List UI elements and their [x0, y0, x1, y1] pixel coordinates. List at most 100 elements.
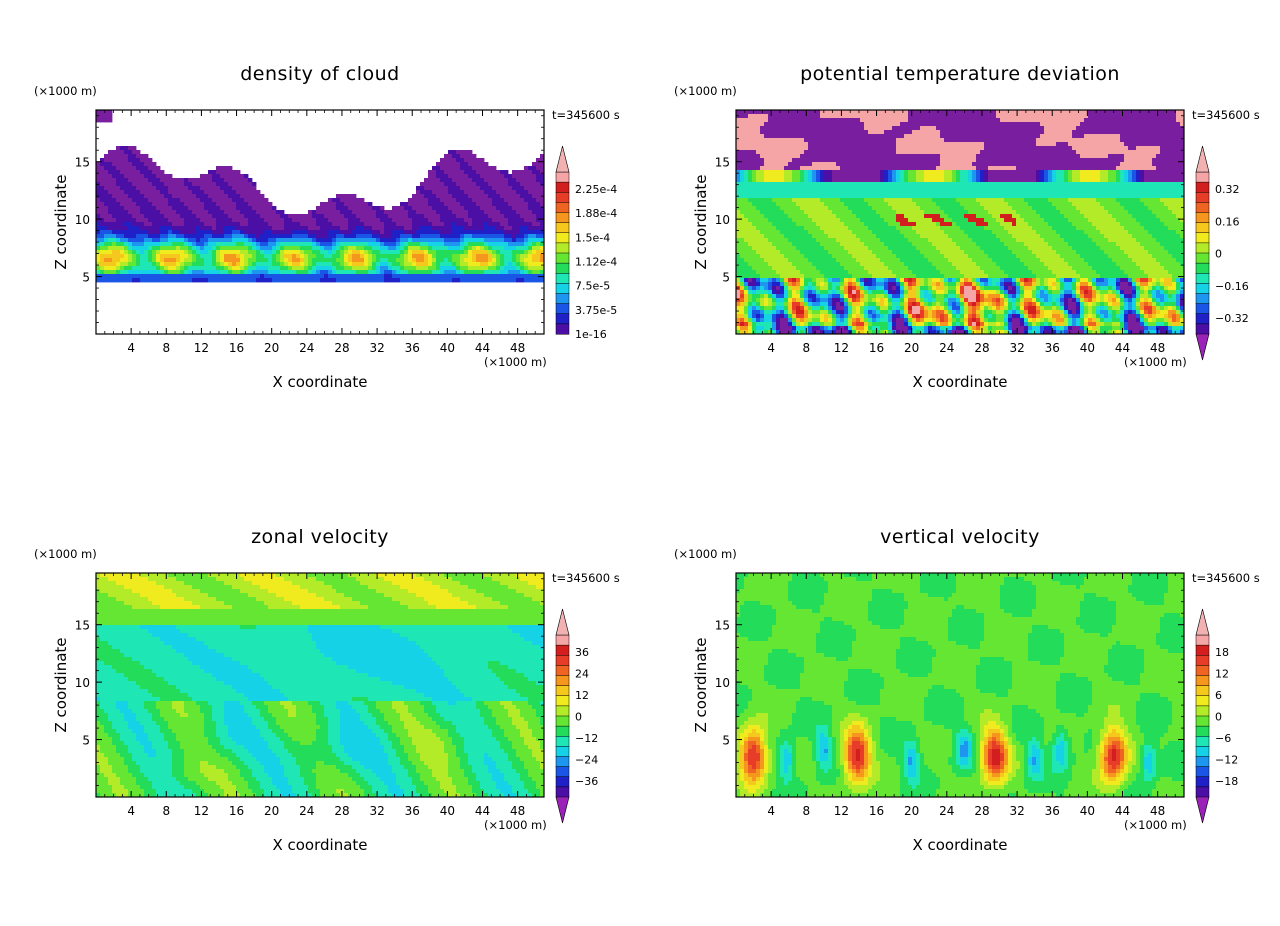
field-cell — [424, 242, 429, 247]
field-cell — [236, 210, 241, 215]
field-cell — [840, 166, 845, 171]
field-cell — [156, 210, 161, 215]
field-cell — [924, 114, 929, 119]
field-cell — [1116, 118, 1121, 123]
field-cell — [412, 222, 417, 227]
field-cell — [200, 174, 205, 179]
field-cell — [264, 218, 269, 223]
field-cell — [216, 254, 221, 259]
field-cell — [864, 154, 869, 159]
field-cell — [132, 222, 137, 227]
field-cell — [432, 198, 437, 203]
field-cell — [1032, 126, 1037, 131]
field-cell — [864, 118, 869, 123]
field-cell — [916, 170, 921, 175]
field-cell — [344, 278, 349, 283]
field-cell — [444, 270, 449, 275]
field-cell — [1064, 138, 1069, 143]
field-cell — [1132, 118, 1137, 123]
field-cell — [504, 250, 509, 255]
field-cell — [392, 210, 397, 215]
field-cell — [196, 206, 201, 211]
field-cell — [308, 246, 313, 251]
field-cell — [300, 274, 305, 279]
field-cell — [108, 202, 113, 207]
field-cell — [1040, 162, 1045, 167]
field-cell — [356, 242, 361, 247]
field-cell — [524, 234, 529, 239]
field-cell — [988, 146, 993, 151]
field-cell — [448, 150, 453, 155]
field-cell — [520, 170, 525, 175]
field-cell — [824, 126, 829, 131]
field-cell — [1020, 118, 1025, 123]
field-cell — [124, 166, 129, 171]
field-cell — [448, 182, 453, 187]
field-cell — [432, 206, 437, 211]
field-cell — [336, 202, 341, 207]
field-cell — [452, 170, 457, 175]
field-cell — [960, 170, 965, 175]
field-cell — [292, 234, 297, 239]
field-cell — [516, 258, 521, 263]
field-cell — [476, 178, 481, 183]
field-cell — [336, 262, 341, 267]
field-cell — [752, 166, 757, 171]
field-cell — [516, 270, 521, 275]
field-cell — [116, 182, 121, 187]
field-cell — [1160, 134, 1165, 139]
field-cell — [1168, 170, 1173, 175]
field-cell — [272, 238, 277, 243]
field-cell — [788, 142, 793, 147]
field-cell — [364, 242, 369, 247]
field-cell — [808, 138, 813, 143]
field-cell — [760, 154, 765, 159]
field-cell — [176, 258, 181, 263]
field-cell — [1152, 166, 1157, 171]
field-cell — [1172, 162, 1177, 167]
field-cell — [104, 118, 109, 123]
field-cell — [1008, 170, 1013, 175]
field-cell — [528, 222, 533, 227]
field-cell — [492, 214, 497, 219]
field-cell — [1096, 170, 1101, 175]
field-cell — [372, 266, 377, 271]
field-cell — [272, 210, 277, 215]
field-cell — [948, 142, 953, 147]
field-cell — [192, 186, 197, 191]
field-cell — [800, 142, 805, 147]
field-cell — [416, 254, 421, 259]
field-cell — [816, 122, 821, 127]
field-cell — [124, 266, 129, 271]
field-cell — [996, 150, 1001, 155]
field-cell — [1012, 118, 1017, 123]
field-cell — [328, 226, 333, 231]
field-cell — [792, 166, 797, 171]
field-cell — [1080, 130, 1085, 135]
field-cell — [260, 262, 265, 267]
field-cell — [1180, 122, 1185, 127]
field-cell — [988, 130, 993, 135]
field-cell — [524, 262, 529, 267]
field-cell — [120, 234, 125, 239]
field-cell — [276, 270, 281, 275]
field-cell — [116, 278, 121, 283]
field-cell — [368, 202, 373, 207]
field-cell — [1000, 118, 1005, 123]
field-cell — [1080, 142, 1085, 147]
field-cell — [276, 274, 281, 279]
field-cell — [888, 118, 893, 123]
field-cell — [104, 162, 109, 167]
field-cell — [804, 162, 809, 167]
field-cell — [352, 258, 357, 263]
field-cell — [1096, 110, 1101, 115]
field-cell — [320, 230, 325, 235]
field-cell — [1176, 166, 1181, 171]
field-cell — [1040, 114, 1045, 119]
field-cell — [484, 226, 489, 231]
field-cell — [152, 190, 157, 195]
field-cell — [956, 174, 961, 179]
field-cell — [240, 234, 245, 239]
field-cell — [336, 254, 341, 259]
field-cell — [100, 170, 105, 175]
